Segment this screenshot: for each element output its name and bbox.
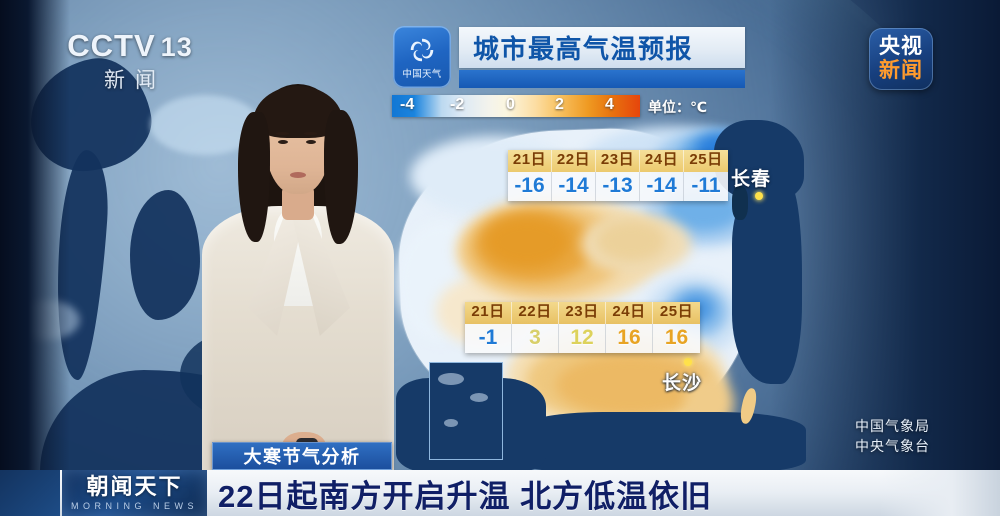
map-ocean-south (516, 412, 806, 472)
channel-logo-main: CCTV 13 (60, 30, 200, 61)
table-value-cell: 3 (512, 323, 559, 353)
attribution-line2: 中央气象台 (855, 438, 930, 455)
presenter-eye (278, 140, 288, 144)
channel-logo-number: 13 (160, 32, 193, 62)
table-column: 25日 16 (653, 302, 700, 353)
program-logo: 朝闻天下 MORNING NEWS (62, 470, 207, 516)
headline: 22日起南方开启升温 北方低温依旧 (218, 470, 712, 516)
presenter-hair-left (238, 112, 270, 242)
channel-logo-text: CCTV (67, 28, 156, 63)
colorbar-tick: 2 (555, 96, 564, 113)
page-title: 城市最高气温预报 (473, 34, 694, 64)
cctv-news-badge: 央视 新闻 (869, 28, 933, 90)
temp-zone-warm (596, 220, 666, 262)
presenter-hair-right (324, 110, 358, 244)
table-header-cell: 22日 (512, 302, 559, 324)
table-value-cell: 12 (559, 323, 606, 353)
temp-zone-warmer (556, 354, 706, 416)
table-header-cell: 23日 (559, 302, 606, 324)
city-label: 长春 (731, 169, 772, 190)
colorbar-tick: -4 (400, 96, 415, 113)
news-badge-line1: 央视 (879, 35, 923, 59)
table-header-cell: 25日 (684, 150, 728, 172)
forecast-table-changsha: 21日 -1 22日 3 23日 12 24日 16 25日 16 (465, 302, 700, 353)
city-marker-changsha: 长沙 (662, 358, 701, 394)
table-value-cell: -14 (552, 171, 596, 201)
presenter (196, 78, 396, 478)
presenter-eye (306, 140, 316, 144)
channel-logo: CCTV 13 新闻 (60, 30, 200, 92)
colorbar-unit-label: 单位：℃ (648, 99, 707, 115)
landmass-shape (130, 190, 200, 320)
program-name-cn: 朝闻天下 (86, 474, 183, 500)
city-dot-icon (755, 192, 763, 200)
table-value-cell: -13 (596, 171, 640, 201)
table-column: 24日 -14 (640, 150, 684, 201)
table-column: 22日 -14 (552, 150, 596, 201)
presenter-eyebrow (276, 132, 289, 135)
city-marker-changchun: 长春 (731, 169, 770, 200)
news-badge-line2: 新闻 (879, 58, 923, 82)
colorbar-tick: 0 (506, 96, 515, 113)
banner-right-cap (880, 470, 1000, 516)
attribution: 中国气象局 中央气象台 (855, 416, 930, 457)
table-value-cell: 16 (606, 323, 653, 353)
presenter-mouth (290, 172, 306, 178)
inset-island (438, 373, 464, 385)
forecast-title-bar: 城市最高气温预报 (459, 27, 745, 68)
banner-left-cap (0, 470, 60, 516)
colorbar-tick: 4 (605, 96, 614, 113)
colorbar-gradient (392, 95, 640, 117)
topic-tag-label: 大寒节气分析 (243, 447, 361, 467)
city-dot-icon (684, 358, 692, 366)
topic-tag: 大寒节气分析 (212, 442, 392, 470)
headline-text: 22日起南方开启升温 北方低温依旧 (218, 478, 713, 514)
table-value-cell: -11 (684, 171, 728, 201)
table-value-cell: 16 (653, 323, 700, 353)
table-header-cell: 22日 (552, 150, 596, 172)
temp-zone-warmest (484, 216, 570, 268)
table-header-cell: 24日 (640, 150, 684, 172)
inset-island (470, 393, 488, 402)
table-column: 25日 -11 (684, 150, 728, 201)
attribution-line1: 中国气象局 (855, 418, 930, 434)
table-header-cell: 23日 (596, 150, 640, 172)
presenter-eyebrow (304, 132, 317, 135)
forecast-table-changchun: 21日 -16 22日 -14 23日 -13 24日 -14 25日 -11 (508, 150, 728, 201)
table-value-cell: -16 (508, 171, 552, 201)
channel-logo-sub: 新闻 (104, 69, 166, 92)
program-name-en: MORNING NEWS (71, 500, 198, 511)
table-value-cell: -1 (465, 323, 512, 353)
colorbar-tick: -2 (450, 96, 465, 113)
table-column: 23日 -13 (596, 150, 640, 201)
table-header-cell: 21日 (465, 302, 512, 324)
temperature-colorbar: -4 -2 0 2 4 单位：℃ (392, 95, 712, 117)
table-column: 21日 -1 (465, 302, 512, 353)
city-label: 长沙 (662, 373, 703, 394)
south-china-sea-inset (429, 362, 503, 460)
map-korea-peninsula (732, 186, 748, 220)
inset-island (444, 419, 458, 427)
forecast-header: 中国天气 城市最高气温预报 (393, 26, 745, 92)
header-accent-strip (459, 70, 745, 88)
table-header-cell: 24日 (606, 302, 653, 324)
table-value-cell: -14 (640, 171, 684, 201)
left-vignette (0, 0, 70, 516)
table-column: 22日 3 (512, 302, 559, 353)
china-weather-logo: 中国天气 (393, 26, 451, 88)
table-header-cell: 25日 (653, 302, 700, 324)
table-column: 24日 16 (606, 302, 653, 353)
swirl-icon (407, 35, 437, 65)
table-column: 21日 -16 (508, 150, 552, 201)
table-header-cell: 21日 (508, 150, 552, 172)
china-weather-logo-text: 中国天气 (402, 68, 442, 80)
table-column: 23日 12 (559, 302, 606, 353)
